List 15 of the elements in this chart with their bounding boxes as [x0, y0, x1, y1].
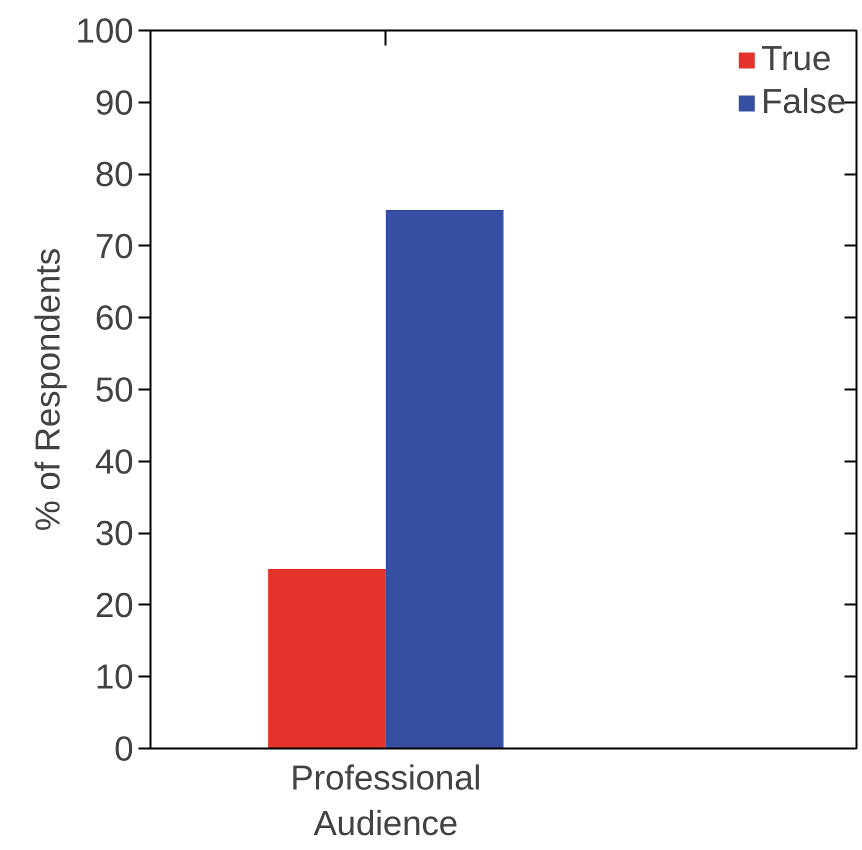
y-tick-label: 20 — [94, 586, 134, 625]
legend-label: False — [761, 83, 846, 122]
y-tick-label: 60 — [94, 300, 134, 338]
y-tick-label: 100 — [76, 12, 134, 50]
y-tick-label: 70 — [94, 228, 134, 266]
y-tick-label: 80 — [94, 156, 134, 194]
x-tick-label: Professional Audience — [290, 760, 482, 844]
y-tick-label: 50 — [94, 372, 134, 410]
y-tick-label: 30 — [94, 515, 134, 554]
y-axis-title: % of Respondents — [30, 248, 68, 532]
legend-label: True — [761, 40, 832, 79]
y-tick-label: 40 — [94, 443, 134, 482]
y-tick-label: 90 — [94, 84, 134, 122]
y-tick-label: 10 — [94, 658, 134, 697]
y-tick-label: 0 — [114, 730, 134, 768]
